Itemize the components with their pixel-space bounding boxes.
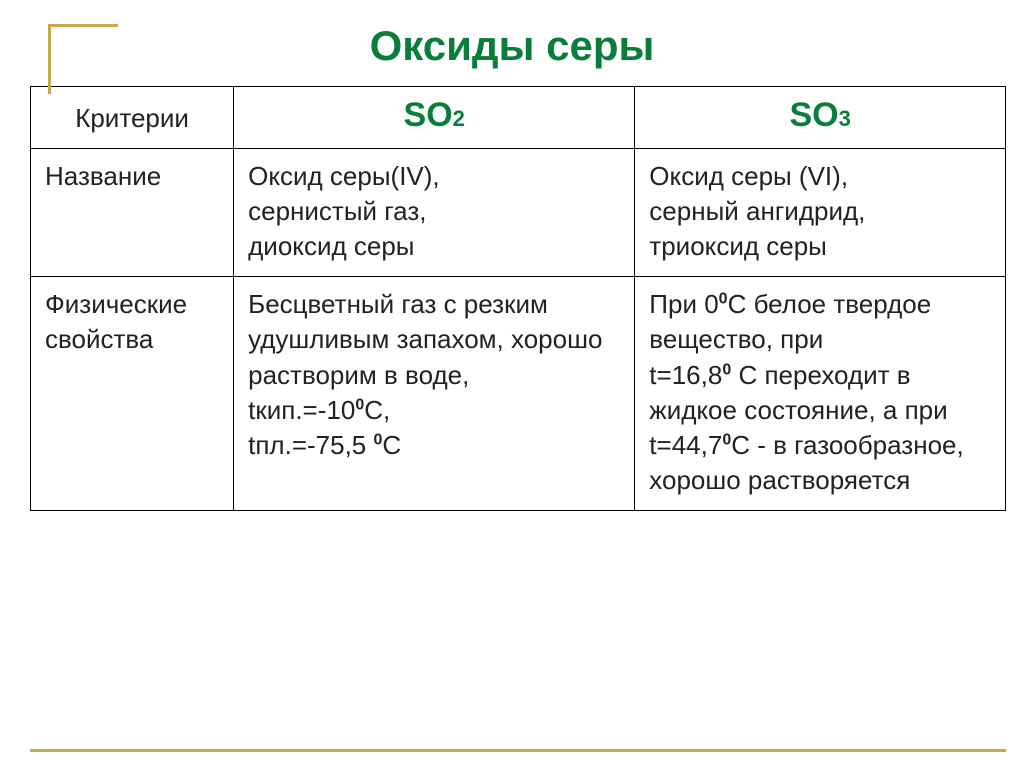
corner-accent — [48, 24, 118, 94]
cell-criteria: Название — [31, 149, 234, 277]
table-header-row: Критерии SO2 SO3 — [31, 87, 1006, 149]
cell-so3: Оксид серы (VI),серный ангидрид,триоксид… — [635, 149, 1006, 277]
cell-so2: Бесцветный газ с резким удушливым запахо… — [234, 277, 635, 511]
col-head-criteria: Критерии — [31, 87, 234, 149]
degree-superscript: 0 — [719, 291, 728, 308]
col-head-so3-main: SO — [789, 96, 838, 134]
page-title: Оксиды серы — [0, 0, 1024, 86]
cell-criteria: Физические свойства — [31, 277, 234, 511]
col-head-so3-sub: 3 — [839, 106, 851, 131]
degree-superscript: 0 — [374, 431, 383, 448]
degree-superscript: 0 — [722, 431, 731, 448]
degree-superscript: 0 — [722, 361, 731, 378]
col-head-so2: SO2 — [234, 87, 635, 149]
col-head-so3: SO3 — [635, 87, 1006, 149]
degree-superscript: 0 — [355, 396, 364, 413]
cell-so2: Оксид серы(IV),сернистый газ,диоксид сер… — [234, 149, 635, 277]
cell-so3: При 00С белое твердое вещество, приt=16,… — [635, 277, 1006, 511]
col-head-so2-main: SO — [404, 96, 453, 134]
table-row: НазваниеОксид серы(IV),сернистый газ,дио… — [31, 149, 1006, 277]
table-row: Физические свойстваБесцветный газ с резк… — [31, 277, 1006, 511]
table-body: НазваниеОксид серы(IV),сернистый газ,дио… — [31, 149, 1006, 511]
oxides-table: Критерии SO2 SO3 НазваниеОксид серы(IV),… — [30, 86, 1006, 511]
bottom-rule — [30, 749, 1006, 752]
col-head-so2-sub: 2 — [453, 106, 465, 131]
